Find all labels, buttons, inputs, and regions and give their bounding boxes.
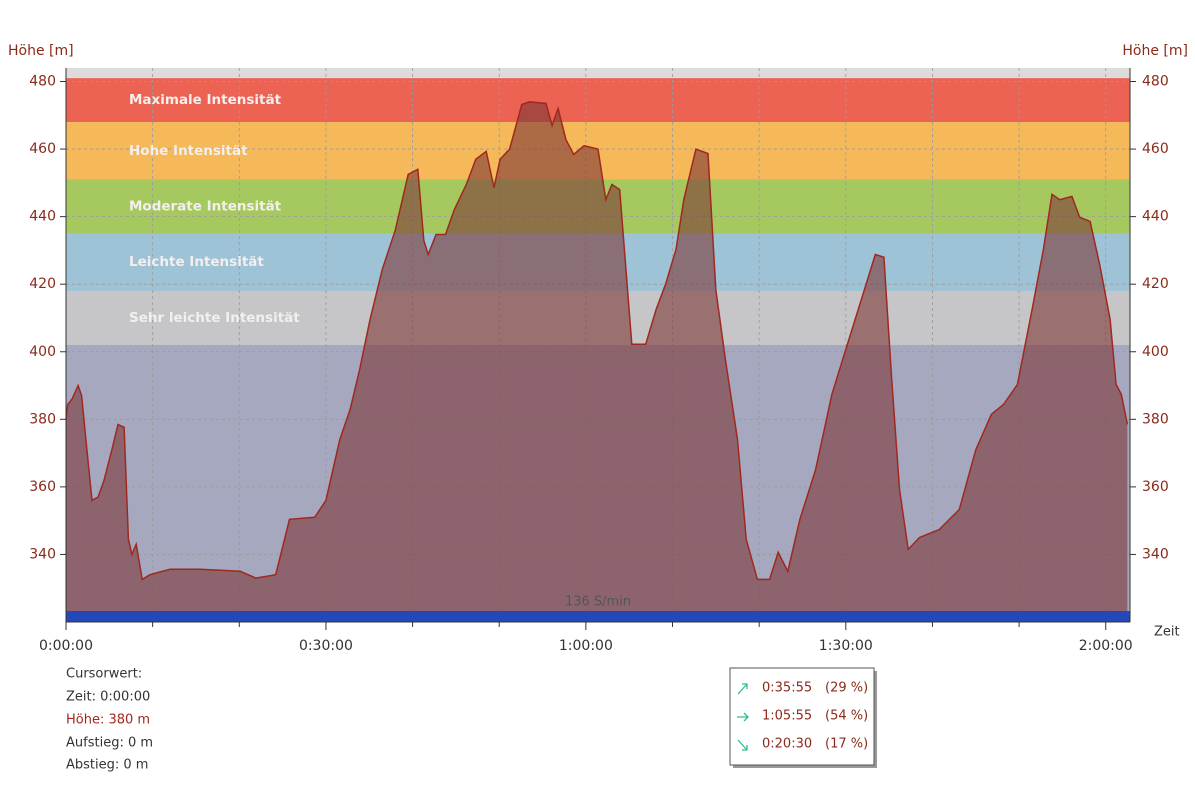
stats-time: 1:05:55: [762, 709, 812, 724]
y-tick-label: 360: [29, 479, 56, 495]
y-axis-label: Höhe [m]: [8, 43, 74, 59]
stats-percent: (29 %): [825, 681, 868, 696]
cadence-bar: [66, 611, 1130, 622]
y2-tick-label: 420: [1142, 276, 1169, 292]
y-tick-label: 420: [29, 276, 56, 292]
y-tick-label: 400: [29, 344, 56, 360]
y2-tick-label: 380: [1142, 411, 1169, 427]
y2-tick-label: 460: [1142, 141, 1169, 157]
y2-tick-label: 360: [1142, 479, 1169, 495]
cursor-descent: Abstieg: 0 m: [66, 758, 148, 773]
cursor-title: Cursorwert:: [66, 667, 142, 682]
x-tick-label: 0:00:00: [39, 638, 93, 654]
zone-label: Leichte Intensität: [129, 254, 264, 270]
y2-tick-label: 400: [1142, 344, 1169, 360]
cursor-ascent: Aufstieg: 0 m: [66, 736, 153, 751]
stats-icons: [737, 683, 749, 751]
x-axis-label: Zeit: [1154, 625, 1180, 640]
x-tick-label: 2:00:00: [1079, 638, 1133, 654]
zone-label: Sehr leichte Intensität: [129, 310, 300, 326]
x-tick-label: 0:30:00: [299, 638, 353, 654]
zone-label: Moderate Intensität: [129, 199, 282, 215]
plot-area: 136 S/min Maximale Intensität Hohe Intensi…: [29, 68, 1169, 654]
y-tick-label: 440: [29, 209, 56, 225]
zone-band: [66, 78, 1130, 123]
y-tick-label: 380: [29, 411, 56, 427]
stats-percent: (54 %): [825, 709, 868, 724]
y-tick-label: 460: [29, 141, 56, 157]
elevation-line: [65, 101, 1129, 581]
stats-percent: (17 %): [825, 737, 868, 752]
y2-tick-label: 440: [1142, 209, 1169, 225]
y2-tick-label: 340: [1142, 546, 1169, 562]
y-tick-label: 340: [29, 546, 56, 562]
x-tick-label: 1:30:00: [819, 638, 873, 654]
zone-label: Hohe Intensität: [129, 143, 248, 159]
y2-tick-label: 480: [1142, 74, 1169, 90]
cursor-time: Zeit: 0:00:00: [66, 690, 150, 705]
y-tick-label: 480: [29, 74, 56, 90]
stats-box: [729, 667, 875, 766]
y2-axis-label: Höhe [m]: [1122, 43, 1188, 59]
zone-label: Maximale Intensität: [129, 92, 282, 108]
stats-time: 0:20:30: [762, 737, 812, 752]
cadence-label: 136 S/min: [565, 595, 631, 610]
cursor-height: Höhe: 380 m: [66, 713, 150, 728]
x-tick-label: 1:00:00: [559, 638, 613, 654]
elevation-area: [66, 101, 1128, 623]
stats-time: 0:35:55: [762, 681, 812, 696]
